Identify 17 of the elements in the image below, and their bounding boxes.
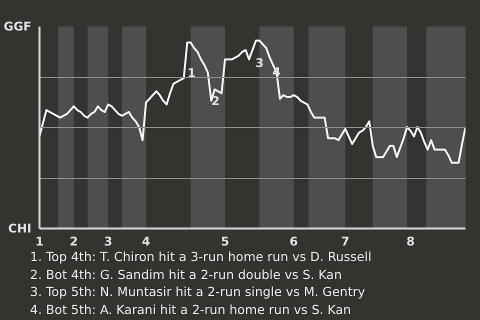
text: 4. Bot 5th: A. Karani hit a 2-run home run vs S. Kan	[30, 302, 352, 318]
x-tick-label: 5	[220, 234, 230, 248]
x-tick-label: 7	[341, 234, 350, 248]
x-tick-label: 4	[142, 234, 150, 248]
text: CHI	[8, 222, 32, 236]
text: GGF	[4, 20, 32, 34]
text: 1. Top 4th: T. Chiron hit a 3-run home run vs D. Russell	[30, 249, 372, 264]
annotation: 3	[255, 56, 264, 70]
annotation: 2	[211, 94, 220, 108]
x-tick-label: 6	[290, 234, 298, 248]
x-tick-label: 3	[104, 234, 112, 248]
x-tick-label: 1	[35, 234, 44, 248]
x-tick-label: 2	[70, 234, 78, 248]
x-tick-label: 8	[406, 234, 415, 248]
annotation: 1	[187, 66, 196, 80]
text: 3. Top 5th: N. Muntasir hit a 2-run single vs M. Gentry	[30, 284, 366, 300]
text: 2. Bot 4th: G. Sandim hit a 2-run double vs S. Kan	[30, 266, 342, 282]
